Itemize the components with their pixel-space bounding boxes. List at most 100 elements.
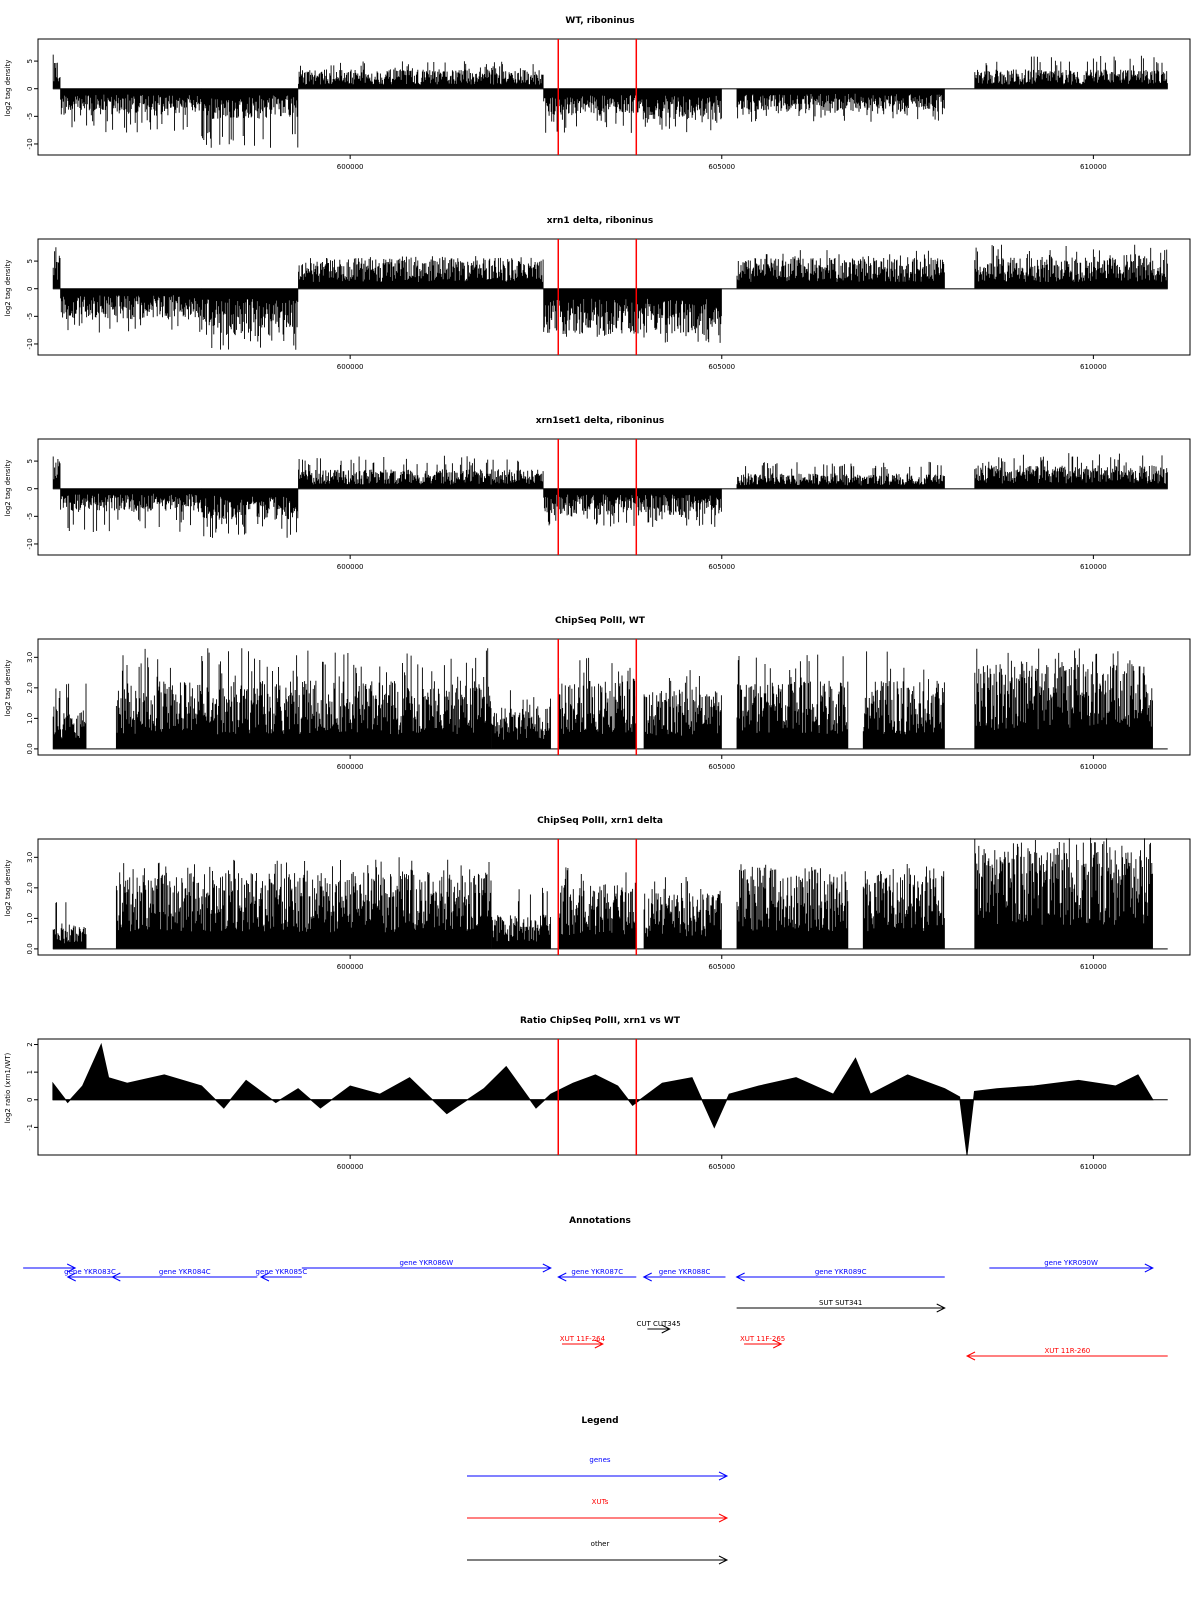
x-tick-label: 605000 (708, 763, 735, 771)
panel-wt-riboninus: WT, riboninus log2 tag density -10 -5 0 5 60… (4, 16, 1191, 171)
feature-label: gene YKR084C (159, 1268, 211, 1276)
bar-segment (115, 648, 306, 749)
arrowhead (111, 1272, 121, 1282)
bar-segment (201, 288, 299, 350)
bar-segment (974, 244, 1168, 289)
panel-chipseq-wt: ChipSeq PolII, WT log2 tag density 0.0 1.… (4, 616, 1191, 771)
bar-segment (305, 648, 492, 749)
annotation-features: gene YKR083C gene YKR084C gene YKR085C gene… (23, 1259, 1168, 1361)
data-marks (52, 54, 1168, 148)
panel-title: xrn1set1 delta, riboninus (536, 416, 664, 426)
data-marks (52, 244, 1168, 350)
y-tick-label: 0 (26, 286, 34, 290)
annotation-feature (23, 1263, 77, 1273)
bar-segment (643, 877, 722, 949)
arrowhead (1144, 1263, 1154, 1273)
y-axis-label: log2 ratio (xrn1/WT) (4, 1052, 12, 1123)
arrowhead (66, 1272, 76, 1282)
bar-segment (491, 690, 551, 749)
y-tick-label: 2.0 (26, 882, 34, 893)
y-tick-label: -10 (26, 538, 34, 549)
arrowhead (642, 1272, 652, 1282)
feature-label: gene YKR089C (815, 1268, 867, 1276)
legend-label: genes (589, 1456, 610, 1464)
y-tick-label: -1 (26, 1124, 34, 1131)
bar-segment (298, 61, 544, 89)
bar-segment (543, 488, 637, 527)
y-tick-label: 0.0 (26, 943, 34, 954)
arrowhead (661, 1324, 671, 1334)
arrowhead (542, 1263, 552, 1273)
annotation-feature: CUT CUT345 (637, 1320, 681, 1334)
y-tick-label: 0 (26, 1098, 34, 1102)
y-tick-label: -5 (26, 513, 34, 520)
arrowhead (965, 1351, 976, 1361)
bar-segment (643, 670, 722, 749)
x-tick-label: 605000 (708, 963, 735, 971)
y-axis-label: log2 tag density (4, 260, 12, 317)
y-axis-label: log2 tag density (4, 60, 12, 117)
y-axis-label: log2 tag density (4, 660, 12, 717)
legend-item: XUTs (467, 1498, 729, 1523)
bar-segment (736, 864, 849, 949)
feature-label: gene YKR083C (64, 1268, 116, 1276)
y-tick-label: 3.0 (26, 652, 34, 663)
annotation-feature: XUT 11F-265 (740, 1335, 785, 1349)
arrowhead (735, 1272, 745, 1282)
legend-label: other (591, 1540, 610, 1548)
feature-label: gene YKR087C (571, 1268, 623, 1276)
data-marks (52, 1042, 1168, 1156)
bar-segment (305, 857, 492, 949)
y-tick-label: 1 (26, 1070, 34, 1074)
bar-segment (52, 902, 87, 949)
panel-plot: -10 -5 0 5 600000 605000 610000 (26, 238, 1191, 371)
bar-segment (543, 288, 637, 337)
bar-segment (52, 456, 61, 489)
y-tick-label: 2 (26, 1042, 34, 1046)
plot-frame (37, 638, 1191, 756)
panel-title: ChipSeq PolII, WT (555, 616, 646, 626)
panel-chipseq-xrn1: ChipSeq PolII, xrn1 delta log2 tag densi… (4, 816, 1191, 971)
legend-items: genes XUTs other (467, 1456, 729, 1565)
data-marks (52, 837, 1168, 950)
panel-plot: 0.0 1.0 2.0 3.0 600000 605000 610000 (26, 837, 1191, 971)
bar-segment (736, 461, 945, 489)
bar-segment (115, 859, 306, 949)
panel-title: Ratio ChipSeq PolII, xrn1 vs WT (520, 1016, 681, 1026)
panel-title: xrn1 delta, riboninus (547, 216, 653, 226)
bar-segment (736, 250, 945, 289)
bar-segment (736, 88, 945, 122)
annotation-feature: gene YKR083C (64, 1268, 116, 1282)
panel-plot: -1 0 1 2 600000 605000 610000 (26, 1038, 1191, 1171)
x-tick-label: 600000 (337, 163, 364, 171)
legend-label: XUTs (592, 1498, 609, 1506)
legend-item: other (467, 1540, 729, 1565)
legend-panel: Legend genes XUTs other (467, 1416, 729, 1565)
annotation-feature: XUT 11F-264 (560, 1335, 606, 1349)
panel-ratio: Ratio ChipSeq PolII, xrn1 vs WT log2 rat… (4, 1016, 1191, 1171)
arrowhead (718, 1471, 729, 1481)
arrowhead (594, 1339, 604, 1349)
x-tick-label: 610000 (1080, 363, 1107, 371)
x-tick-label: 605000 (708, 363, 735, 371)
panel-xrn1set1-riboninus: xrn1set1 delta, riboninus log2 tag densi… (4, 416, 1191, 571)
x-tick-label: 610000 (1080, 963, 1107, 971)
annotation-feature: gene YKR089C (735, 1268, 945, 1282)
data-marks (52, 648, 1168, 750)
bar-segment (60, 288, 202, 333)
x-tick-label: 605000 (708, 1163, 735, 1171)
bar-segment (974, 55, 1168, 89)
x-tick-label: 610000 (1080, 163, 1107, 171)
feature-label: gene YKR090W (1044, 1259, 1098, 1267)
legend-title: Legend (581, 1416, 618, 1426)
x-tick-label: 605000 (708, 563, 735, 571)
annotations-panel: Annotations gene YKR083C gene YKR084C gene… (23, 1216, 1168, 1361)
bar-segment (974, 648, 1153, 749)
feature-label: gene YKR086W (399, 1259, 453, 1267)
annotation-feature: SUT SUT341 (736, 1299, 946, 1313)
x-tick-label: 600000 (337, 763, 364, 771)
arrowhead (557, 1272, 567, 1282)
x-tick-label: 600000 (337, 1163, 364, 1171)
bar-segment (52, 683, 87, 749)
